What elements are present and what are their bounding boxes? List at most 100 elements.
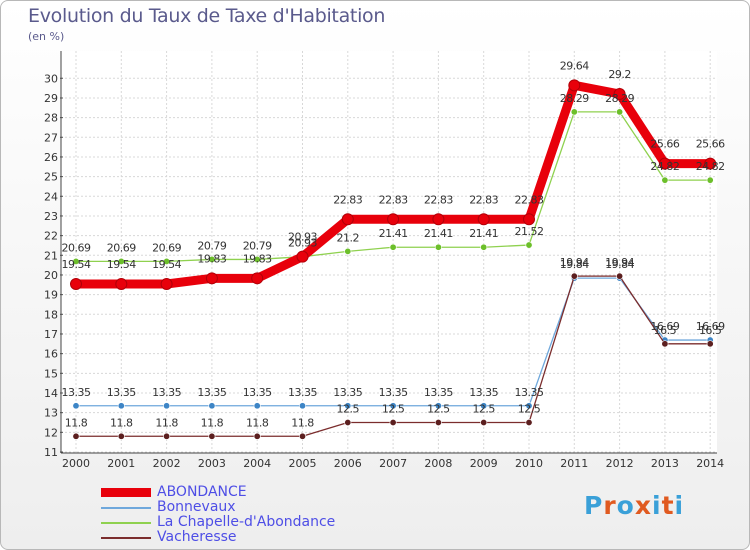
- data-point: [344, 247, 352, 255]
- data-label: 13.35: [333, 386, 362, 399]
- y-tick-label: 24: [44, 190, 58, 203]
- x-tick-label: 2011: [560, 457, 588, 470]
- data-label: 13.35: [288, 386, 317, 399]
- data-label: 12.5: [427, 402, 450, 415]
- x-tick-label: 2008: [424, 457, 452, 470]
- data-label: 21.41: [424, 227, 453, 240]
- legend-label: Bonnevaux: [157, 499, 236, 515]
- data-point: [704, 157, 717, 170]
- x-tick-label: 2009: [470, 457, 498, 470]
- data-point: [117, 402, 125, 410]
- x-tick-label: 2013: [651, 457, 679, 470]
- data-label: 11.8: [201, 416, 224, 429]
- data-label: 22.83: [333, 193, 362, 206]
- data-label: 25.66: [696, 138, 725, 151]
- logo-letter: i: [652, 491, 662, 520]
- data-label: 19.83: [243, 252, 272, 265]
- data-label: 20.93: [288, 231, 317, 244]
- data-label: 21.41: [469, 227, 498, 240]
- data-point: [525, 402, 533, 410]
- x-tick-label: 2005: [289, 457, 317, 470]
- data-point: [480, 243, 488, 251]
- data-point: [296, 250, 309, 263]
- data-point: [706, 340, 714, 348]
- data-point: [434, 418, 442, 426]
- legend-swatch: [101, 507, 151, 509]
- data-point: [525, 241, 533, 249]
- data-point: [72, 257, 80, 265]
- y-tick-label: 21: [44, 249, 58, 262]
- data-label: 19.54: [62, 258, 91, 271]
- data-point: [253, 255, 261, 263]
- data-label: 20.93: [288, 237, 317, 250]
- data-point: [661, 176, 669, 184]
- data-label: 29.2: [608, 68, 631, 81]
- data-point: [163, 432, 171, 440]
- data-label: 19.84: [605, 258, 634, 271]
- data-label: 21.2: [337, 231, 360, 244]
- x-tick-label: 2000: [62, 457, 90, 470]
- data-point: [253, 432, 261, 440]
- y-tick-label: 20: [44, 269, 58, 282]
- data-label: 22.83: [469, 193, 498, 206]
- data-label: 22.83: [424, 193, 453, 206]
- data-point: [115, 278, 128, 291]
- data-point: [341, 213, 354, 226]
- proxiti-logo: Proxiti: [584, 491, 684, 520]
- data-point: [389, 243, 397, 251]
- y-tick-label: 26: [44, 151, 58, 164]
- data-point: [163, 402, 171, 410]
- data-label: 21.41: [379, 227, 408, 240]
- data-label: 13.35: [107, 386, 136, 399]
- y-tick-label: 27: [44, 131, 58, 144]
- data-point: [253, 402, 261, 410]
- y-tick-label: 12: [44, 426, 58, 439]
- data-label: 13.35: [379, 386, 408, 399]
- data-point: [523, 213, 535, 226]
- y-tick-label: 15: [44, 367, 58, 380]
- data-label: 25.66: [650, 138, 679, 151]
- data-label: 22.83: [515, 193, 544, 206]
- data-label: 12.5: [382, 402, 405, 415]
- data-point: [613, 88, 626, 101]
- data-point: [525, 418, 533, 426]
- data-point: [72, 402, 80, 410]
- data-point: [208, 255, 216, 263]
- x-tick-label: 2007: [379, 457, 407, 470]
- data-point: [570, 108, 578, 116]
- data-label: 13.35: [243, 386, 272, 399]
- y-tick-label: 18: [44, 308, 58, 321]
- data-label: 13.35: [197, 386, 226, 399]
- data-label: 13.35: [424, 386, 453, 399]
- data-point: [661, 340, 669, 348]
- y-tick-label: 13: [44, 407, 58, 420]
- y-tick-label: 23: [44, 210, 58, 223]
- data-label: 28.29: [605, 92, 634, 105]
- data-point: [208, 432, 216, 440]
- data-point: [389, 418, 397, 426]
- x-tick-label: 2001: [107, 457, 135, 470]
- logo-letter: P: [584, 491, 604, 520]
- data-label: 13.35: [62, 386, 91, 399]
- data-point: [163, 257, 171, 265]
- x-tick-label: 2012: [606, 457, 634, 470]
- y-tick-label: 14: [44, 387, 58, 400]
- data-point: [298, 432, 306, 440]
- y-tick-label: 29: [44, 92, 58, 105]
- data-label: 13.35: [515, 386, 544, 399]
- data-label: 11.8: [110, 416, 133, 429]
- legend-label: La Chapelle-d'Abondance: [157, 514, 336, 530]
- unit-label: (en %): [28, 30, 65, 43]
- x-tick-label: 2004: [243, 457, 271, 470]
- y-tick-label: 28: [44, 112, 58, 125]
- data-label: 12.5: [337, 402, 360, 415]
- data-label: 20.69: [62, 241, 91, 254]
- data-label: 21.52: [515, 225, 544, 238]
- data-label: 11.8: [291, 416, 314, 429]
- data-point: [117, 257, 125, 265]
- data-label: 16.5: [699, 324, 722, 337]
- data-point: [389, 402, 397, 410]
- data-point: [477, 213, 490, 226]
- x-tick-label: 2002: [153, 457, 181, 470]
